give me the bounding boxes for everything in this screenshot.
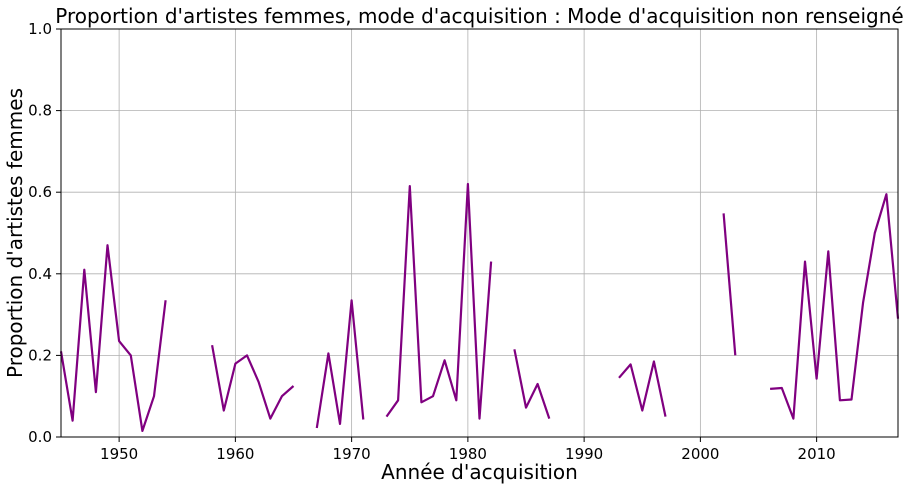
x-tick-label: 1970 bbox=[333, 445, 371, 463]
x-tick-label: 1990 bbox=[565, 445, 603, 463]
y-tick-label: 0.0 bbox=[28, 428, 52, 446]
y-tick-label: 0.6 bbox=[28, 183, 52, 201]
plot-frame bbox=[60, 28, 899, 438]
series-line-segment bbox=[770, 193, 900, 420]
x-tick-label: 1980 bbox=[449, 445, 487, 463]
series-line-segment bbox=[513, 349, 551, 419]
chart-title: Proportion d'artistes femmes, mode d'acq… bbox=[55, 4, 903, 28]
y-axis-label: Proportion d'artistes femmes bbox=[3, 88, 27, 378]
data-lines bbox=[59, 182, 900, 432]
series-line-segment bbox=[315, 299, 365, 429]
x-axis-label: Année d'acquisition bbox=[381, 460, 578, 484]
axis-ticks: 1950 1960 1970 1980 1990 2000 2010 0.0 0.2 0.4 0.6… bbox=[28, 20, 836, 463]
y-tick-label: 0.8 bbox=[28, 102, 52, 120]
series-line-segment bbox=[59, 244, 167, 432]
x-tick-label: 1950 bbox=[100, 445, 138, 463]
y-tick-label: 0.2 bbox=[28, 346, 52, 364]
y-tick-label: 0.4 bbox=[28, 265, 52, 283]
x-tick-label: 2000 bbox=[681, 445, 719, 463]
x-tick-label: 2010 bbox=[798, 445, 836, 463]
series-line-segment bbox=[618, 360, 667, 417]
x-tick-label: 1960 bbox=[216, 445, 254, 463]
series-line-segment bbox=[722, 213, 737, 356]
series-line-segment bbox=[211, 345, 295, 420]
series-line-segment bbox=[385, 182, 493, 420]
y-tick-label: 1.0 bbox=[28, 20, 52, 38]
